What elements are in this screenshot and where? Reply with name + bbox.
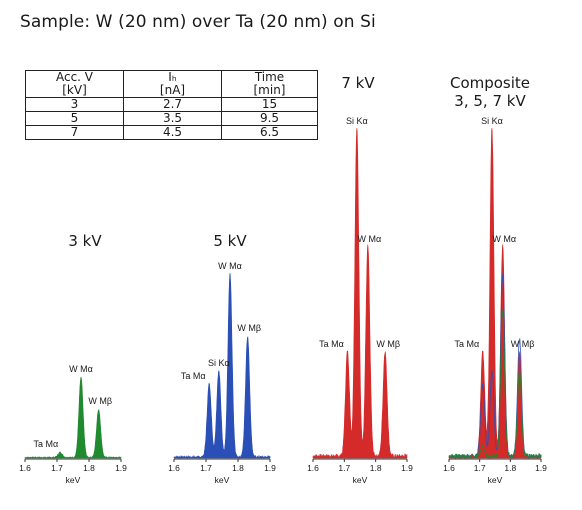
peak-label: Ta Mα — [181, 371, 206, 381]
chart-panel: 1.6 1.7 1.8 1.9 keV Ta Mα Si Kα W Mα W Mβ — [443, 116, 547, 485]
peak-label: Ta Mα — [319, 339, 344, 349]
header-time: Time — [254, 70, 285, 84]
peak-label: Si Kα — [481, 116, 503, 126]
page-title: Sample: W (20 nm) over Ta (20 nm) on Si — [20, 12, 376, 32]
peak-label: Si Kα — [346, 116, 368, 126]
table-row: 3 2.7 15 — [25, 97, 318, 112]
x-tick-label: 1.9 — [264, 463, 276, 473]
conditions-table: Acc. V [kV] Iₕ [nA] Time [min] 3 2.7 15 5 3… — [25, 70, 318, 140]
spectrum-area — [173, 272, 271, 459]
peak-label: W Mβ — [237, 323, 261, 333]
peak-label: Si Kα — [208, 358, 230, 368]
overlay-spectrum-line — [448, 310, 542, 460]
x-tick-label: 1.7 — [338, 463, 350, 473]
chart-title-7kv: 7 kV — [341, 74, 375, 92]
header-current: Iₕ — [168, 70, 177, 84]
peak-label: W Mα — [218, 261, 242, 271]
x-tick-label: 1.8 — [370, 463, 382, 473]
chart-panel: 1.6 1.7 1.8 1.9 keV Ta Mα Si Kα W Mα W Mβ — [307, 116, 413, 485]
peak-label: W Mβ — [88, 396, 112, 406]
table-row: 7 4.5 6.5 — [25, 125, 318, 140]
chart-title-composite: Composite 3, 5, 7 kV — [449, 74, 531, 110]
x-tick-label: 1.7 — [51, 463, 63, 473]
x-axis-label: keV — [66, 475, 81, 485]
spectrum-area — [24, 376, 122, 459]
x-tick-label: 1.9 — [535, 463, 547, 473]
header-acc-v: Acc. V — [55, 70, 94, 84]
peak-label: W Mβ — [376, 339, 400, 349]
x-tick-label: 1.8 — [83, 463, 95, 473]
x-axis-label: keV — [488, 475, 503, 485]
spectrum-area — [312, 128, 408, 459]
x-tick-label: 1.6 — [168, 463, 180, 473]
x-tick-label: 1.7 — [200, 463, 212, 473]
x-tick-label: 1.9 — [401, 463, 413, 473]
x-tick-label: 1.6 — [307, 463, 319, 473]
chart-title-5kv: 5 kV — [213, 232, 247, 250]
x-tick-label: 1.6 — [19, 463, 31, 473]
x-tick-label: 1.8 — [504, 463, 516, 473]
chart-title-3kv: 3 kV — [68, 232, 102, 250]
peak-label: W Mα — [69, 364, 93, 374]
header-current-unit: [nA] — [159, 83, 186, 97]
peak-label: W Mβ — [511, 339, 535, 349]
peak-label: Ta Mα — [33, 439, 58, 449]
x-axis-label: keV — [215, 475, 230, 485]
x-tick-label: 1.7 — [474, 463, 486, 473]
table-cell: 4.5 — [123, 125, 222, 140]
chart-panel: 1.6 1.7 1.8 1.9 keV Ta Mα W Mα W Mβ — [19, 364, 127, 485]
table-header-row: Acc. V [kV] Iₕ [nA] Time [min] — [25, 70, 318, 98]
x-axis-label: keV — [353, 475, 368, 485]
x-tick-label: 1.8 — [232, 463, 244, 473]
table-header-cell: Acc. V [kV] — [25, 70, 124, 98]
peak-label: Ta Mα — [454, 339, 479, 349]
header-time-unit: [min] — [253, 83, 286, 97]
peak-label: W Mα — [492, 234, 516, 244]
header-acc-v-unit: [kV] — [62, 83, 87, 97]
table-cell: 6.5 — [221, 125, 318, 140]
peak-label: W Mα — [358, 234, 382, 244]
spectrum-area — [448, 128, 542, 459]
x-tick-label: 1.6 — [443, 463, 455, 473]
x-tick-label: 1.9 — [115, 463, 127, 473]
